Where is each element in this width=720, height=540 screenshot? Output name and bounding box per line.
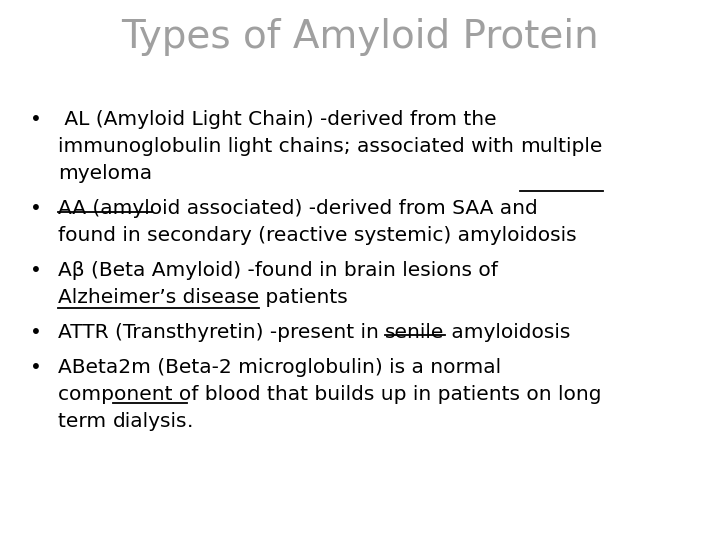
Text: Types of Amyloid Protein: Types of Amyloid Protein [121, 18, 599, 56]
Text: dialysis: dialysis [112, 412, 187, 431]
Text: •: • [30, 261, 42, 280]
Text: immunoglobulin light chains; associated with: immunoglobulin light chains; associated … [58, 137, 521, 156]
Text: ABeta2m (Beta-2 microglobulin) is a normal: ABeta2m (Beta-2 microglobulin) is a norm… [58, 358, 501, 377]
Text: AA (amyloid associated) -derived from SAA and: AA (amyloid associated) -derived from SA… [58, 199, 538, 218]
Text: amyloidosis: amyloidosis [445, 323, 570, 342]
Text: senile: senile [385, 323, 445, 342]
Text: multiple: multiple [521, 137, 603, 156]
Text: •: • [30, 358, 42, 377]
Text: .: . [187, 412, 194, 431]
Text: •: • [30, 323, 42, 342]
Text: patients: patients [259, 288, 348, 307]
Text: found in secondary (reactive systemic) amyloidosis: found in secondary (reactive systemic) a… [58, 226, 577, 245]
Text: Aβ (Beta Amyloid) -found in brain lesions of: Aβ (Beta Amyloid) -found in brain lesion… [58, 261, 498, 280]
Text: myeloma: myeloma [58, 164, 152, 183]
Text: component of blood that builds up in patients on long: component of blood that builds up in pat… [58, 385, 601, 404]
Text: term: term [58, 412, 112, 431]
Text: AL (Amyloid Light Chain) -derived from the: AL (Amyloid Light Chain) -derived from t… [58, 110, 497, 129]
Text: ATTR (Transthyretin) -present in: ATTR (Transthyretin) -present in [58, 323, 385, 342]
Text: Alzheimer’s disease: Alzheimer’s disease [58, 288, 259, 307]
Text: •: • [30, 110, 42, 129]
Text: •: • [30, 199, 42, 218]
